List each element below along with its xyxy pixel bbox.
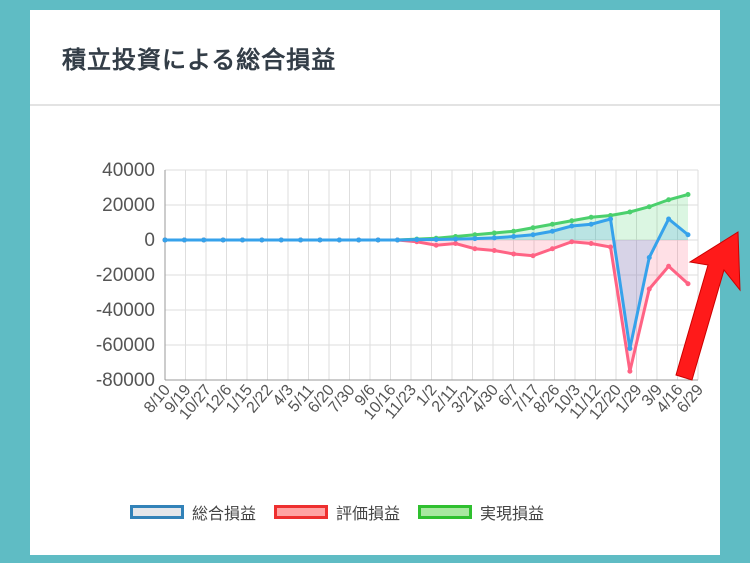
data-point — [549, 221, 555, 227]
data-point — [569, 218, 575, 224]
data-point — [453, 236, 459, 242]
data-point — [317, 237, 323, 243]
data-point — [511, 234, 517, 239]
legend-swatch — [418, 505, 473, 519]
data-point — [666, 197, 672, 203]
data-point — [588, 221, 594, 227]
legend-swatch — [274, 505, 329, 519]
y-tick-label: 0 — [144, 230, 155, 251]
series-area — [165, 240, 688, 372]
data-point — [356, 237, 362, 243]
y-tick-label: -60000 — [96, 335, 155, 356]
data-point — [666, 216, 672, 222]
data-point — [511, 251, 517, 257]
legend-swatch — [130, 505, 184, 519]
data-point — [491, 235, 497, 241]
data-point — [627, 368, 633, 374]
data-point — [472, 246, 478, 252]
chart-legend: 総合損益 評価損益 実現損益 — [130, 500, 544, 524]
data-point — [530, 232, 536, 238]
data-point — [530, 253, 536, 259]
legend-label: 評価損益 — [336, 504, 401, 523]
series-line — [165, 216, 689, 349]
data-point — [627, 346, 633, 351]
data-point — [569, 239, 575, 245]
chart-card: 積立投資による総合損益 40000 20000 0 -20000 -40000 -6000… — [30, 10, 720, 555]
legend-item-total[interactable]: 総合損益 — [130, 500, 256, 524]
data-point — [588, 241, 594, 246]
data-point — [511, 228, 517, 234]
data-point — [530, 225, 536, 231]
data-point — [375, 237, 381, 243]
data-point — [666, 263, 672, 269]
data-point — [588, 214, 594, 220]
data-point — [491, 230, 497, 236]
y-tick-label: -80000 — [96, 370, 155, 391]
data-point — [453, 241, 459, 246]
data-point — [394, 237, 400, 243]
data-point — [181, 237, 187, 243]
y-tick-label: 40000 — [102, 160, 155, 181]
data-point — [220, 237, 226, 243]
data-point — [472, 232, 478, 238]
y-tick-label: -40000 — [96, 300, 155, 321]
data-point — [414, 237, 420, 243]
data-point — [569, 223, 575, 229]
data-point — [685, 281, 691, 287]
data-point — [259, 237, 265, 243]
legend-label: 総合損益 — [192, 504, 257, 523]
data-point — [685, 192, 691, 197]
card-title: 積立投資による総合損益 — [30, 10, 720, 106]
data-point — [433, 242, 439, 248]
data-point — [549, 246, 555, 252]
data-point — [201, 237, 207, 243]
data-point — [627, 209, 633, 215]
data-point — [646, 255, 652, 260]
pl-line-chart: 40000200000-20000-40000-60000-800008/109… — [96, 160, 707, 423]
data-point — [608, 216, 614, 222]
data-point — [472, 236, 478, 242]
y-tick-label: 20000 — [102, 195, 155, 216]
data-point — [608, 213, 614, 218]
data-point — [646, 204, 652, 210]
y-tick-label: -20000 — [96, 265, 155, 286]
data-point — [549, 228, 555, 234]
legend-item-realized[interactable]: 実現損益 — [418, 500, 544, 524]
data-point — [608, 244, 614, 250]
data-point — [278, 237, 284, 243]
data-point — [298, 237, 304, 243]
data-point — [336, 237, 342, 243]
legend-label: 実現損益 — [480, 504, 545, 523]
data-point — [162, 237, 168, 243]
legend-item-unrealized[interactable]: 評価損益 — [274, 500, 400, 524]
data-point — [491, 248, 497, 253]
data-point — [433, 236, 439, 242]
data-point — [239, 237, 245, 243]
data-point — [685, 232, 691, 238]
data-point — [646, 286, 652, 292]
